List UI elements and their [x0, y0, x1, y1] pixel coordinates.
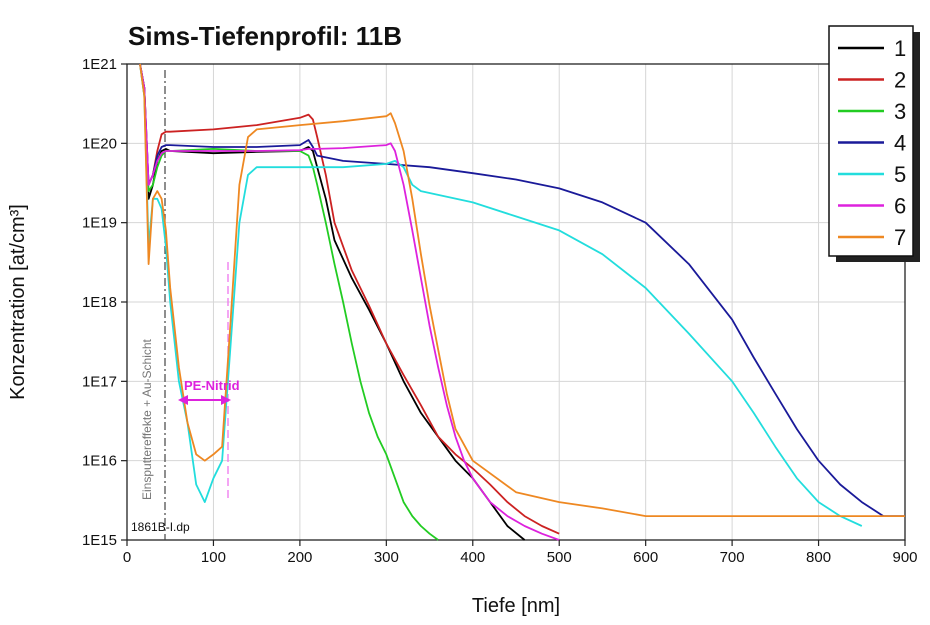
axis-ticks: 0 100 200 300 400 500 600 700 800 900 1E15 1E16 1E17…: [82, 56, 918, 566]
sputter-effect-annotation: Einsputtereffekte + Au-Schicht: [140, 338, 154, 500]
x-tick-label: 500: [547, 549, 572, 566]
legend-label-6: 6: [894, 194, 906, 219]
nitrid-label: PE-Nitrid: [184, 378, 240, 393]
x-tick-label: 900: [892, 549, 917, 566]
x-axis-label: Tiefe [nm]: [472, 595, 560, 617]
y-tick-label: 1E17: [82, 373, 117, 390]
nitrid-arrow: [178, 395, 231, 405]
x-tick-label: 200: [287, 549, 312, 566]
x-tick-label: 100: [201, 549, 226, 566]
chart-title: Sims-Tiefenprofil: 11B: [128, 21, 402, 51]
series-line-3: [139, 63, 439, 541]
series-line-6: [139, 63, 560, 541]
legend: 1 2 3 4 5 6 7: [838, 36, 906, 250]
series-line-4: [139, 63, 905, 517]
x-tick-label: 800: [806, 549, 831, 566]
x-tick-label: 700: [720, 549, 745, 566]
series-line-2: [139, 63, 560, 535]
x-tick-label: 0: [123, 549, 131, 566]
series-group: [139, 63, 905, 541]
y-axis-label: Konzentration [at/cm³]: [7, 204, 29, 400]
legend-label-3: 3: [894, 99, 906, 124]
legend-label-4: 4: [894, 131, 906, 156]
y-tick-label: 1E18: [82, 294, 117, 311]
x-tick-label: 400: [460, 549, 485, 566]
grid: [126, 63, 906, 541]
x-tick-label: 300: [374, 549, 399, 566]
y-tick-label: 1E21: [82, 56, 117, 73]
x-tick-label: 600: [633, 549, 658, 566]
legend-label-1: 1: [894, 36, 906, 61]
legend-label-7: 7: [894, 225, 906, 250]
y-tick-label: 1E20: [82, 135, 117, 152]
legend-box: [828, 25, 914, 257]
series-line-7: [139, 63, 905, 517]
y-tick-label: 1E16: [82, 453, 117, 470]
y-tick-label: 1E19: [82, 215, 117, 232]
series-line-5: [139, 63, 863, 527]
y-tick-label: 1E15: [82, 532, 117, 549]
legend-label-2: 2: [894, 68, 906, 93]
file-label: 1861B-I.dp: [131, 520, 190, 534]
legend-label-5: 5: [894, 162, 906, 187]
